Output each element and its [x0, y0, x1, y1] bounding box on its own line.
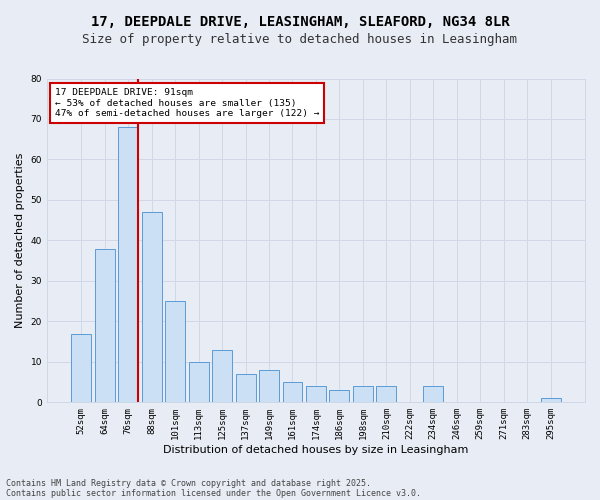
X-axis label: Distribution of detached houses by size in Leasingham: Distribution of detached houses by size … — [163, 445, 469, 455]
Text: 17, DEEPDALE DRIVE, LEASINGHAM, SLEAFORD, NG34 8LR: 17, DEEPDALE DRIVE, LEASINGHAM, SLEAFORD… — [91, 15, 509, 29]
Text: Contains HM Land Registry data © Crown copyright and database right 2025.: Contains HM Land Registry data © Crown c… — [6, 478, 371, 488]
Bar — [212, 350, 232, 403]
Bar — [142, 212, 162, 402]
Bar — [165, 301, 185, 402]
Text: Contains public sector information licensed under the Open Government Licence v3: Contains public sector information licen… — [6, 488, 421, 498]
Text: 17 DEEPDALE DRIVE: 91sqm
← 53% of detached houses are smaller (135)
47% of semi-: 17 DEEPDALE DRIVE: 91sqm ← 53% of detach… — [55, 88, 319, 118]
Bar — [423, 386, 443, 402]
Text: Size of property relative to detached houses in Leasingham: Size of property relative to detached ho… — [83, 32, 517, 46]
Bar — [71, 334, 91, 402]
Bar — [353, 386, 373, 402]
Bar — [95, 248, 115, 402]
Bar — [329, 390, 349, 402]
Bar — [306, 386, 326, 402]
Bar — [376, 386, 397, 402]
Bar — [188, 362, 209, 403]
Bar — [259, 370, 279, 402]
Bar — [541, 398, 560, 402]
Bar — [283, 382, 302, 402]
Bar — [118, 127, 138, 402]
Y-axis label: Number of detached properties: Number of detached properties — [15, 152, 25, 328]
Bar — [236, 374, 256, 402]
